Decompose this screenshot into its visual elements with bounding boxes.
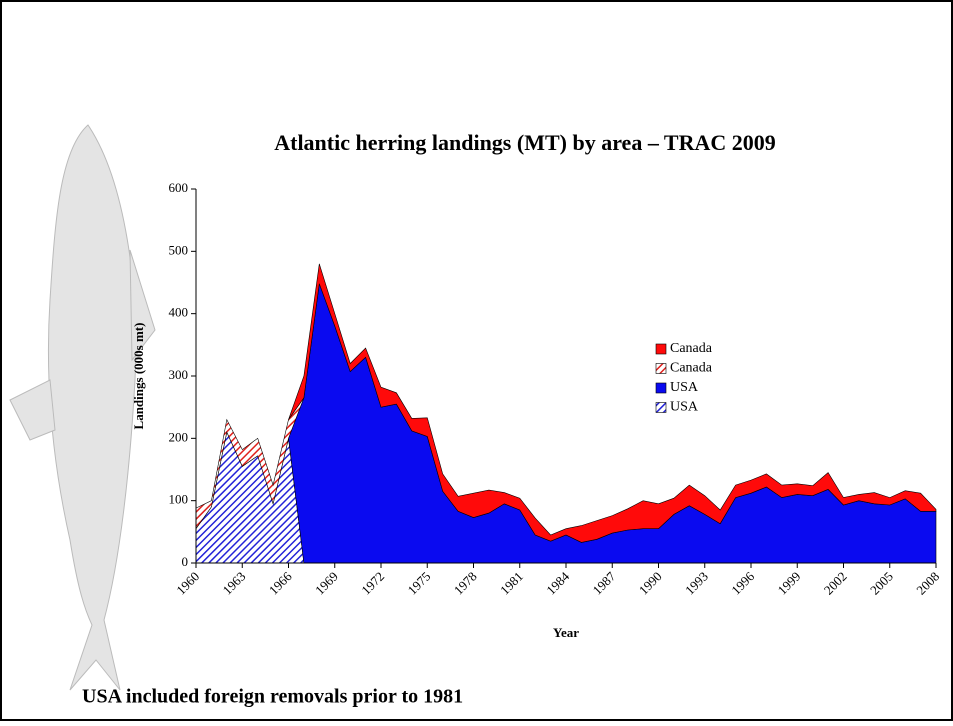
legend-swatch — [655, 402, 667, 413]
legend-label: USA — [670, 400, 699, 415]
y-tick-label: 500 — [169, 242, 189, 257]
legend-label: Canada — [670, 361, 713, 376]
legend-swatch — [655, 363, 667, 374]
legend-label: USA — [670, 380, 699, 395]
y-tick-label: 100 — [169, 492, 189, 507]
y-tick-label: 200 — [169, 429, 189, 444]
x-axis-title: Year — [553, 625, 579, 640]
footnote: USA included foreign removals prior to 1… — [82, 686, 463, 708]
legend-label: Canada — [670, 341, 713, 356]
legend-swatch — [655, 382, 667, 394]
fish-illustration — [9, 124, 156, 691]
y-tick-label: 600 — [169, 180, 189, 195]
y-axis-title: Landings (000s mt) — [131, 323, 146, 430]
legend-swatch — [655, 343, 667, 355]
y-tick-label: 0 — [182, 554, 189, 569]
y-tick-label: 400 — [169, 305, 189, 320]
area — [288, 263, 937, 543]
chart-title: Atlantic herring landings (MT) by area –… — [274, 130, 776, 155]
area — [195, 397, 305, 530]
y-tick-label: 300 — [169, 367, 189, 382]
